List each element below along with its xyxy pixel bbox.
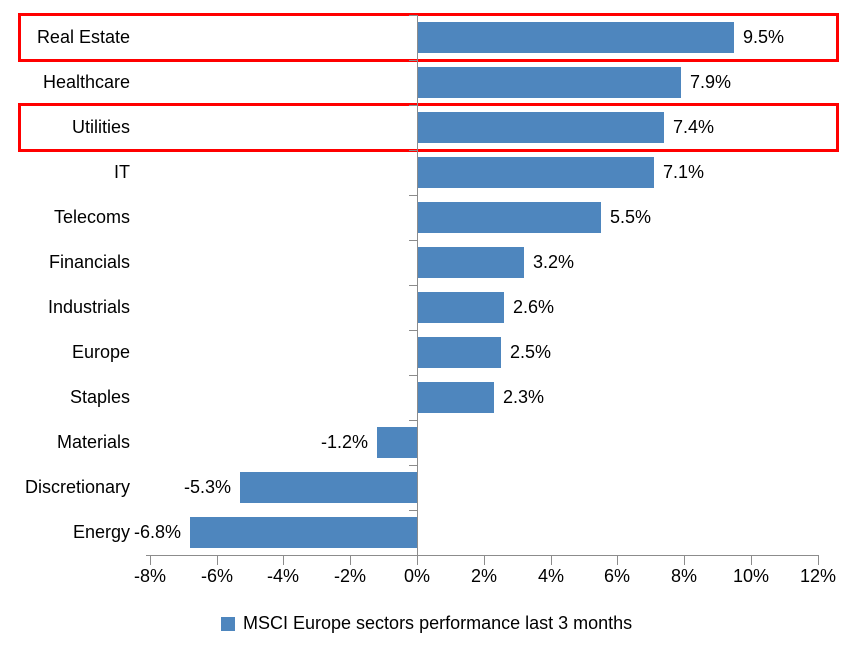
- category-axis-tick: [409, 285, 417, 286]
- value-axis-tick: [150, 556, 151, 565]
- value-axis-line: [146, 555, 819, 556]
- bar-telecoms: [417, 202, 601, 233]
- category-axis-tick: [409, 240, 417, 241]
- value-axis-tick: [417, 556, 418, 565]
- value-label-healthcare: 7.9%: [690, 72, 732, 92]
- category-axis-tick: [409, 375, 417, 376]
- value-label-materials: -1.2%: [320, 432, 368, 452]
- category-label-europe: Europe: [71, 342, 130, 362]
- value-axis-tick: [751, 556, 752, 565]
- bar-industrials: [417, 292, 504, 323]
- value-axis-tick-label--4-: -4%: [266, 566, 300, 586]
- category-label-it: IT: [114, 162, 130, 182]
- category-label-industrials: Industrials: [47, 297, 130, 317]
- value-label-it: 7.1%: [663, 162, 705, 182]
- value-axis-tick-label--6-: -6%: [200, 566, 234, 586]
- value-axis-tick-label-12-: 12%: [799, 566, 837, 586]
- bar-materials: [377, 427, 417, 458]
- legend: MSCI Europe sectors performance last 3 m…: [221, 613, 632, 634]
- category-label-staples: Staples: [69, 387, 130, 407]
- category-label-energy: Energy: [72, 522, 130, 542]
- value-label-energy: -6.8%: [133, 522, 181, 542]
- category-axis-tick: [409, 105, 417, 106]
- highlight-box-real-estate: [18, 13, 839, 62]
- legend-label: MSCI Europe sectors performance last 3 m…: [243, 613, 633, 633]
- value-axis-tick-label-6-: 6%: [603, 566, 631, 586]
- category-axis-tick: [409, 465, 417, 466]
- category-label-healthcare: Healthcare: [42, 72, 130, 92]
- category-label-real-estate: Real Estate: [36, 27, 130, 47]
- value-label-staples: 2.3%: [503, 387, 545, 407]
- value-axis-tick: [283, 556, 284, 565]
- category-axis-tick: [409, 330, 417, 331]
- value-axis-tick-label-0-: 0%: [403, 566, 431, 586]
- value-label-industrials: 2.6%: [513, 297, 555, 317]
- bar-real-estate: [417, 22, 734, 53]
- category-axis-tick: [409, 15, 417, 16]
- value-label-financials: 3.2%: [533, 252, 575, 272]
- value-axis-tick: [350, 556, 351, 565]
- value-axis-tick: [617, 556, 618, 565]
- bar-discretionary: [240, 472, 417, 503]
- value-axis-tick-label-4-: 4%: [537, 566, 565, 586]
- value-axis-tick-label-10-: 10%: [732, 566, 770, 586]
- value-axis-tick: [818, 556, 819, 565]
- category-axis-tick: [409, 510, 417, 511]
- value-axis-tick-label--8-: -8%: [133, 566, 167, 586]
- value-label-discretionary: -5.3%: [183, 477, 231, 497]
- category-axis-tick: [409, 195, 417, 196]
- bar-financials: [417, 247, 524, 278]
- value-axis-tick: [551, 556, 552, 565]
- category-label-utilities: Utilities: [71, 117, 130, 137]
- bar-staples: [417, 382, 494, 413]
- category-axis-tick: [409, 60, 417, 61]
- highlight-box-utilities: [18, 103, 839, 152]
- category-axis-tick: [409, 150, 417, 151]
- category-axis-tick: [409, 420, 417, 421]
- value-axis-tick: [684, 556, 685, 565]
- value-label-utilities: 7.4%: [673, 117, 715, 137]
- bar-energy: [190, 517, 417, 548]
- category-label-telecoms: Telecoms: [53, 207, 130, 227]
- category-label-discretionary: Discretionary: [24, 477, 130, 497]
- bar-europe: [417, 337, 501, 368]
- value-axis-tick-label--2-: -2%: [333, 566, 367, 586]
- legend-color-swatch: [221, 616, 235, 631]
- bar-it: [417, 157, 654, 188]
- value-axis-tick-label-2-: 2%: [470, 566, 498, 586]
- value-axis-tick-label-8-: 8%: [670, 566, 698, 586]
- category-label-financials: Financials: [48, 252, 130, 272]
- value-label-telecoms: 5.5%: [610, 207, 652, 227]
- category-label-materials: Materials: [56, 432, 130, 452]
- value-axis-tick: [484, 556, 485, 565]
- value-label-real-estate: 9.5%: [743, 27, 785, 47]
- bar-utilities: [417, 112, 664, 143]
- value-label-europe: 2.5%: [510, 342, 552, 362]
- value-axis-tick: [217, 556, 218, 565]
- bar-healthcare: [417, 67, 681, 98]
- category-axis-line: [417, 15, 418, 555]
